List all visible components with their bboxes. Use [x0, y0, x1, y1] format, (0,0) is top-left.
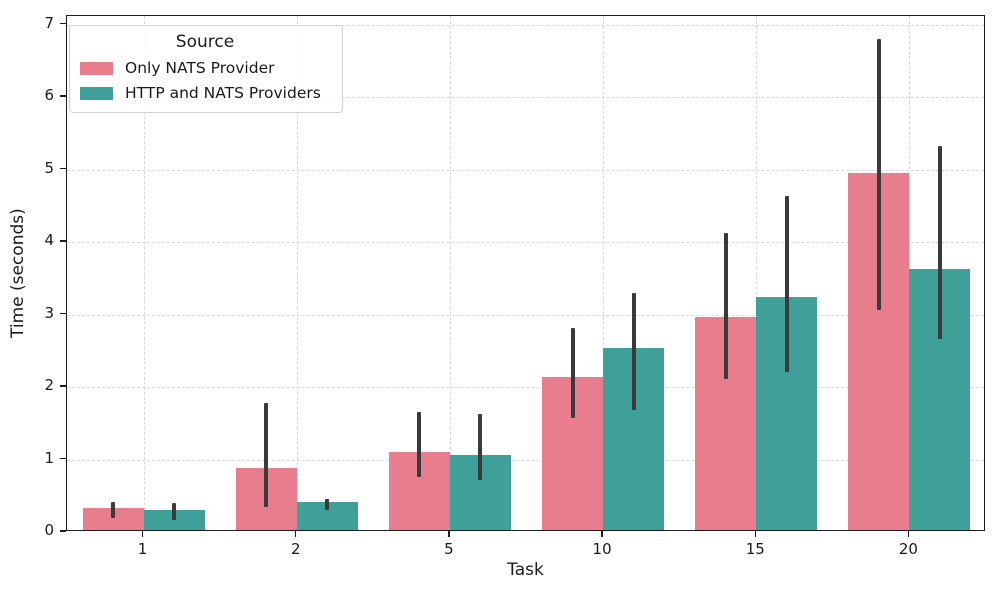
legend-entry-only-nats: Only NATS Provider	[80, 59, 330, 77]
x-axis-label: Task	[507, 560, 544, 580]
legend-label-only-nats: Only NATS Provider	[125, 59, 275, 77]
x-tick-mark	[601, 531, 603, 537]
x-tick-label-task-5: 5	[444, 540, 454, 558]
y-tick-mark	[60, 95, 66, 97]
x-tick-label-task-15: 15	[745, 540, 765, 558]
error-bar-only-nats-task-5	[417, 412, 422, 477]
gridline-vertical	[143, 16, 145, 530]
y-tick-label: 0	[44, 521, 54, 539]
y-tick-label: 3	[44, 303, 54, 322]
gridline-vertical	[296, 16, 298, 530]
y-tick-label: 7	[44, 13, 54, 32]
y-tick-mark	[60, 167, 66, 170]
gridline-horizontal	[67, 242, 984, 243]
legend-swatch-http-nats-icon	[80, 86, 113, 100]
x-tick-mark	[141, 531, 144, 537]
error-bar-http-nats-task-2	[325, 498, 330, 510]
bar-only-nats-task-1	[82, 507, 144, 530]
y-tick-label: 5	[44, 158, 54, 177]
y-tick-mark	[60, 385, 66, 387]
x-tick-mark	[295, 531, 297, 537]
y-tick-mark	[60, 312, 66, 315]
legend-entry-http-nats: HTTP and NATS Providers	[80, 84, 330, 102]
x-tick-mark	[754, 531, 756, 537]
y-tick-mark	[60, 457, 66, 460]
gridline-horizontal	[67, 169, 984, 171]
y-tick-mark	[60, 22, 66, 25]
x-tick-label-task-2: 2	[290, 540, 301, 558]
error-bar-only-nats-task-10	[570, 328, 575, 419]
gridline-vertical	[603, 16, 605, 530]
x-tick-mark	[907, 531, 910, 537]
gridline-horizontal	[67, 459, 984, 461]
error-bar-http-nats-task-5	[478, 413, 483, 480]
x-tick-mark	[448, 531, 450, 537]
error-bar-only-nats-task-1	[111, 501, 116, 519]
legend: Source Only NATS Provider HTTP and NATS …	[69, 25, 343, 113]
y-tick-label: 4	[44, 231, 54, 249]
error-bar-only-nats-task-2	[264, 402, 269, 507]
y-tick-label: 6	[44, 86, 54, 104]
error-bar-only-nats-task-15	[723, 233, 728, 380]
x-tick-label-task-1: 1	[137, 540, 148, 558]
gridline-horizontal	[67, 97, 984, 98]
error-bar-http-nats-task-1	[172, 503, 177, 520]
plot-area: Source Only NATS Provider HTTP and NATS …	[66, 15, 985, 531]
x-tick-label-task-10: 10	[592, 540, 612, 558]
y-tick-label: 1	[44, 448, 54, 467]
error-bar-http-nats-task-10	[631, 292, 636, 411]
gridline-horizontal	[67, 314, 984, 316]
legend-swatch-only-nats-icon	[80, 61, 113, 75]
y-tick-mark	[60, 530, 66, 532]
x-tick-label-task-20: 20	[898, 540, 918, 558]
legend-label-http-nats: HTTP and NATS Providers	[125, 84, 321, 102]
gridline-horizontal	[67, 387, 984, 388]
gridline-vertical	[449, 16, 451, 530]
y-tick-mark	[60, 240, 66, 242]
y-tick-label: 2	[44, 376, 54, 394]
error-bar-only-nats-task-20	[876, 39, 881, 311]
error-bar-http-nats-task-20	[937, 145, 942, 340]
legend-title: Source	[175, 32, 235, 52]
gridline-horizontal	[67, 24, 984, 26]
gridline-vertical	[756, 16, 758, 530]
error-bar-http-nats-task-15	[784, 196, 789, 372]
bar-http-nats-task-1	[143, 509, 205, 530]
